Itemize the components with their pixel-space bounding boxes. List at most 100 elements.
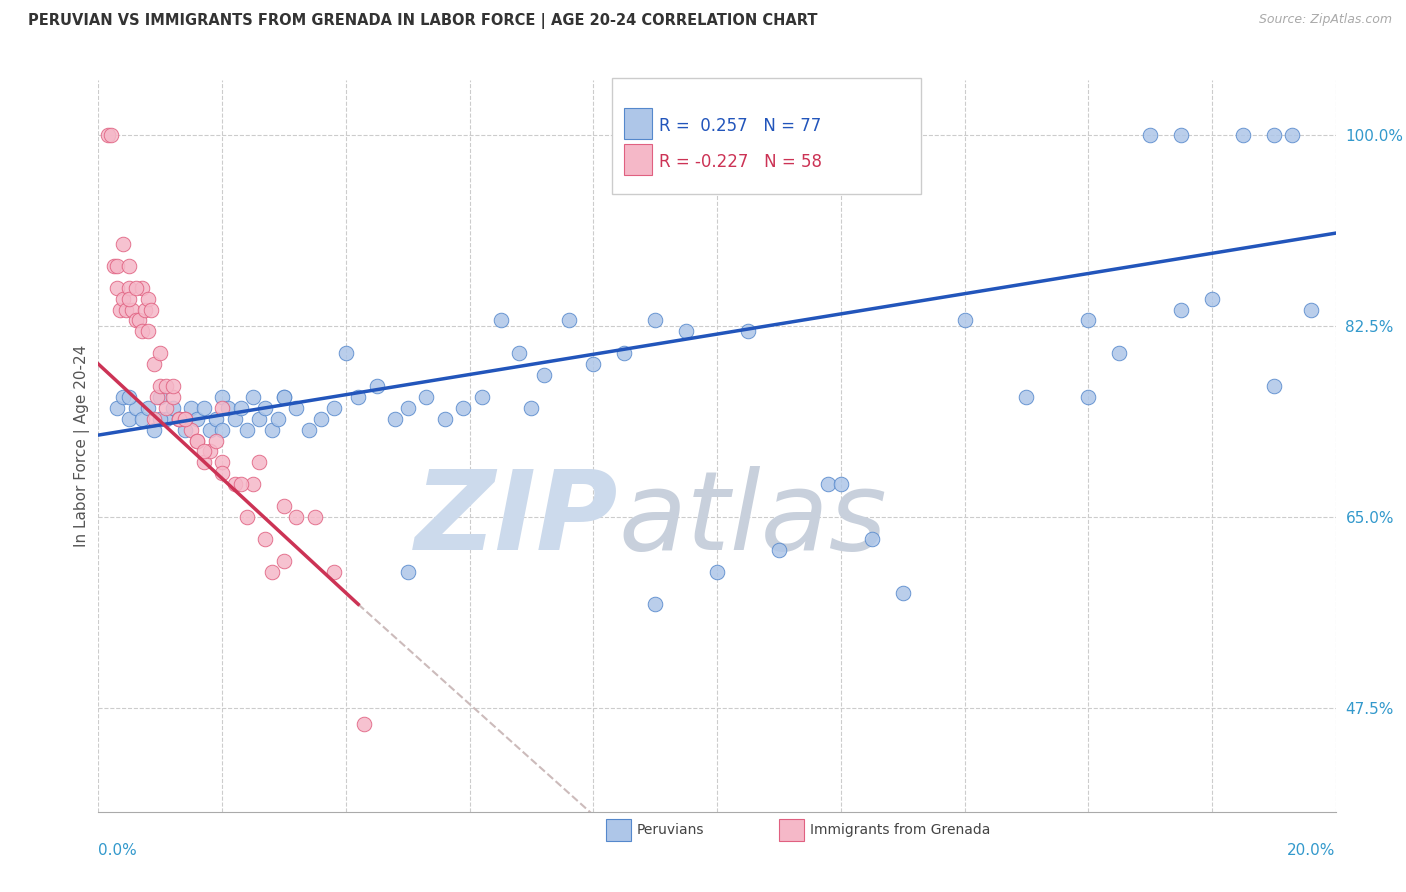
Text: R = -0.227   N = 58: R = -0.227 N = 58 xyxy=(659,153,823,171)
Point xyxy=(236,510,259,524)
Point xyxy=(260,423,283,437)
Point xyxy=(229,401,252,415)
Point xyxy=(105,281,128,295)
Point xyxy=(105,259,128,273)
Point xyxy=(121,302,143,317)
Point xyxy=(830,477,852,491)
Point xyxy=(1077,313,1099,327)
Point xyxy=(273,390,295,404)
Point xyxy=(267,411,290,425)
Point xyxy=(211,467,233,481)
Point xyxy=(1170,128,1192,142)
Point xyxy=(136,401,159,415)
Point xyxy=(1015,390,1038,404)
Point xyxy=(353,717,375,731)
Point xyxy=(533,368,555,382)
Point xyxy=(105,401,128,415)
Point xyxy=(1232,128,1254,142)
Point xyxy=(224,411,246,425)
Point xyxy=(891,586,914,600)
Point xyxy=(118,259,141,273)
Point xyxy=(162,390,184,404)
Point xyxy=(198,444,221,458)
Point xyxy=(817,477,839,491)
Text: 20.0%: 20.0% xyxy=(1288,843,1336,858)
Text: R =  0.257   N = 77: R = 0.257 N = 77 xyxy=(659,117,821,135)
Point xyxy=(224,477,246,491)
Point xyxy=(180,423,202,437)
Point xyxy=(186,411,208,425)
Point xyxy=(143,411,166,425)
Point xyxy=(489,313,512,327)
Point xyxy=(706,565,728,579)
Point xyxy=(155,411,177,425)
Point xyxy=(112,292,135,306)
Point xyxy=(768,542,790,557)
Point xyxy=(149,346,172,360)
Y-axis label: In Labor Force | Age 20-24: In Labor Force | Age 20-24 xyxy=(75,345,90,547)
Point xyxy=(1263,379,1285,393)
Text: Source: ZipAtlas.com: Source: ZipAtlas.com xyxy=(1258,13,1392,27)
Point xyxy=(254,532,277,546)
Point xyxy=(229,477,252,491)
Point xyxy=(211,423,233,437)
Point xyxy=(193,455,215,469)
Point xyxy=(124,401,146,415)
Point xyxy=(254,401,277,415)
Point xyxy=(1281,128,1303,142)
Point xyxy=(860,532,883,546)
Point xyxy=(180,401,202,415)
Point xyxy=(103,259,125,273)
Point xyxy=(115,302,138,317)
Point xyxy=(396,565,419,579)
Point xyxy=(582,357,605,371)
Point xyxy=(143,357,166,371)
Point xyxy=(453,401,475,415)
Point xyxy=(247,411,270,425)
Point xyxy=(186,434,208,448)
Text: ZIP: ZIP xyxy=(415,466,619,573)
Point xyxy=(309,411,332,425)
Point xyxy=(260,565,283,579)
Point xyxy=(285,510,308,524)
Point xyxy=(112,237,135,252)
Point xyxy=(1108,346,1130,360)
Point xyxy=(136,292,159,306)
Text: PERUVIAN VS IMMIGRANTS FROM GRENADA IN LABOR FORCE | AGE 20-24 CORRELATION CHART: PERUVIAN VS IMMIGRANTS FROM GRENADA IN L… xyxy=(28,13,818,29)
Point xyxy=(247,455,270,469)
Point xyxy=(108,302,131,317)
Point xyxy=(520,401,543,415)
Point xyxy=(118,292,141,306)
Point xyxy=(508,346,530,360)
Point xyxy=(118,390,141,404)
Point xyxy=(198,423,221,437)
Point xyxy=(242,390,264,404)
Text: atlas: atlas xyxy=(619,466,887,573)
Point xyxy=(136,324,159,338)
Point xyxy=(112,390,135,404)
Point xyxy=(273,499,295,513)
Point xyxy=(205,411,228,425)
Point xyxy=(149,411,172,425)
Point xyxy=(128,313,150,327)
Point xyxy=(285,401,308,415)
Point xyxy=(298,423,321,437)
Point xyxy=(1299,302,1322,317)
Point xyxy=(644,313,666,327)
Point xyxy=(366,379,388,393)
Point xyxy=(1077,390,1099,404)
Point xyxy=(149,379,172,393)
Point xyxy=(139,302,162,317)
Point xyxy=(186,434,208,448)
Point xyxy=(131,411,153,425)
Point xyxy=(167,411,190,425)
Point xyxy=(273,390,295,404)
Point xyxy=(118,281,141,295)
Point xyxy=(211,455,233,469)
Point xyxy=(1263,128,1285,142)
Point xyxy=(134,302,156,317)
Text: Immigrants from Grenada: Immigrants from Grenada xyxy=(810,823,990,838)
Point xyxy=(242,477,264,491)
Point xyxy=(471,390,494,404)
Point xyxy=(217,401,239,415)
